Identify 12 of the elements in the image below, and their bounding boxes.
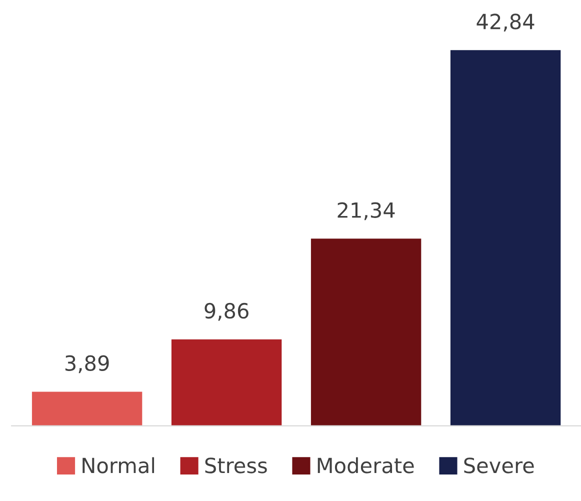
legend-label: Severe bbox=[464, 458, 534, 474]
bar bbox=[32, 392, 142, 426]
bar bbox=[450, 50, 561, 426]
legend-label: Normal bbox=[82, 457, 154, 474]
data-label: 42,84 bbox=[476, 14, 534, 32]
legend-label: Moderate bbox=[318, 457, 414, 474]
bar bbox=[310, 238, 422, 426]
legend-label: Stress bbox=[205, 458, 267, 474]
bar bbox=[171, 339, 282, 426]
data-label: 9,86 bbox=[204, 302, 248, 321]
data-label: 21,34 bbox=[338, 202, 395, 220]
data-label: 3,89 bbox=[65, 355, 109, 374]
